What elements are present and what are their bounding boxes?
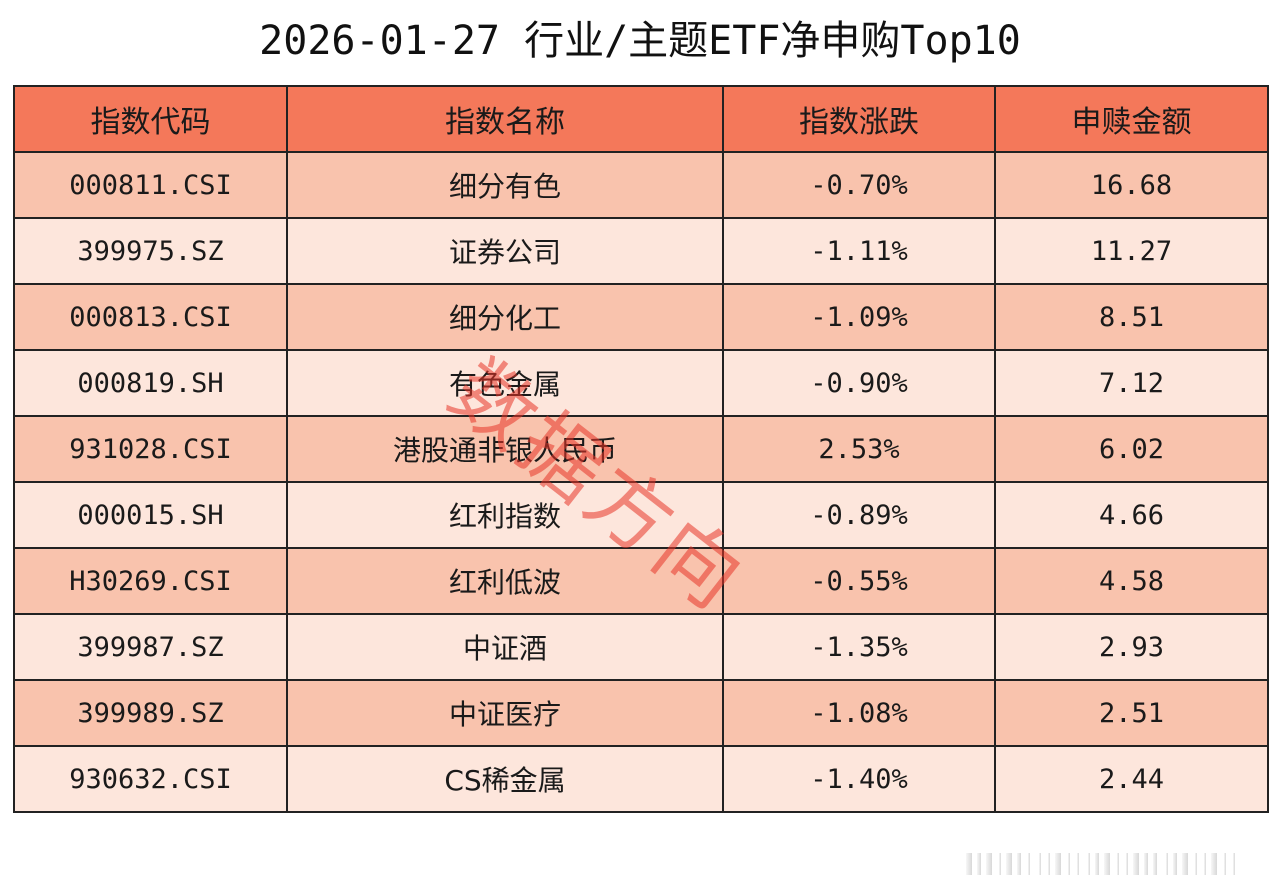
barcode-bar [1088, 853, 1090, 875]
barcode-bar [1153, 853, 1157, 875]
index-change-cell: 2.53% [722, 415, 996, 483]
barcode-bar [1233, 853, 1235, 875]
amount-cell: 16.68 [994, 151, 1269, 219]
table-row: 000813.CSI 细分化工 -1.09% 8.51 [13, 283, 1269, 351]
index-code-cell: 000819.SH [13, 349, 288, 417]
amount-cell: 4.58 [994, 547, 1269, 615]
index-code-cell: 931028.CSI [13, 415, 288, 483]
barcode-bar [977, 853, 981, 875]
index-change-cell: -1.11% [722, 217, 996, 285]
barcode-bar [1095, 853, 1099, 875]
table-row: 000015.SH 红利指数 -0.89% 4.66 [13, 481, 1269, 549]
table-row: 399987.SZ 中证酒 -1.35% 2.93 [13, 613, 1269, 681]
barcode-bar [1204, 853, 1206, 875]
index-code-cell: 399975.SZ [13, 217, 288, 285]
index-name-cell: CS稀金属 [286, 745, 724, 813]
barcode-bar [999, 853, 1001, 875]
table-row: 000811.CSI 细分有色 -0.70% 16.68 [13, 151, 1269, 219]
table-row: 000819.SH 有色金属 -0.90% 7.12 [13, 349, 1269, 417]
amount-cell: 4.66 [994, 481, 1269, 549]
index-change-cell: -0.89% [722, 481, 996, 549]
amount-cell: 2.51 [994, 679, 1269, 747]
index-name-cell: 细分化工 [286, 283, 724, 351]
barcode-bar [1211, 853, 1217, 875]
barcode-bar [1126, 853, 1128, 875]
index-code-cell: 000811.CSI [13, 151, 288, 219]
index-name-cell: 证券公司 [286, 217, 724, 285]
column-header: 指数涨跌 [722, 85, 996, 153]
barcode-bar [1017, 853, 1021, 875]
barcode-bar [1028, 853, 1030, 875]
barcode-bar [966, 853, 972, 875]
amount-cell: 11.27 [994, 217, 1269, 285]
table-row: 930632.CSI CS稀金属 -1.40% 2.44 [13, 745, 1269, 813]
barcode-bar [1068, 853, 1070, 875]
index-change-cell: -0.55% [722, 547, 996, 615]
index-change-cell: -0.90% [722, 349, 996, 417]
amount-cell: 8.51 [994, 283, 1269, 351]
index-name-cell: 中证酒 [286, 613, 724, 681]
barcode-bar [1173, 853, 1177, 875]
barcode-bar [1224, 853, 1226, 875]
index-name-cell: 红利指数 [286, 481, 724, 549]
etf-table: 指数代码 指数名称 指数涨跌 申赎金额 000811.CSI 细分有色 -0.70%… [13, 85, 1269, 813]
column-header: 申赎金额 [994, 85, 1269, 153]
column-header: 指数名称 [286, 85, 724, 153]
barcode-bar [1144, 853, 1148, 875]
barcode-bar [1048, 853, 1050, 875]
index-change-cell: -0.70% [722, 151, 996, 219]
barcode-bar [1182, 853, 1188, 875]
index-code-cell: 000015.SH [13, 481, 288, 549]
index-name-cell: 有色金属 [286, 349, 724, 417]
index-change-cell: -1.09% [722, 283, 996, 351]
barcode-bar [1117, 853, 1119, 875]
table-row: 399975.SZ 证券公司 -1.11% 11.27 [13, 217, 1269, 285]
index-code-cell: H30269.CSI [13, 547, 288, 615]
barcode-footer [966, 853, 1235, 875]
index-name-cell: 中证医疗 [286, 679, 724, 747]
barcode-bar [1133, 853, 1139, 875]
barcode-bar [1104, 853, 1110, 875]
table-row: 931028.CSI 港股通非银人民币 2.53% 6.02 [13, 415, 1269, 483]
barcode-bar [1006, 853, 1012, 875]
amount-cell: 2.44 [994, 745, 1269, 813]
page-title: 2026-01-27 行业/主题ETF净申购Top10 [259, 18, 1021, 64]
amount-cell: 2.93 [994, 613, 1269, 681]
index-change-cell: -1.08% [722, 679, 996, 747]
index-name-cell: 港股通非银人民币 [286, 415, 724, 483]
amount-cell: 7.12 [994, 349, 1269, 417]
barcode-bar [1195, 853, 1197, 875]
column-header: 指数代码 [13, 85, 288, 153]
index-code-cell: 399987.SZ [13, 613, 288, 681]
index-code-cell: 000813.CSI [13, 283, 288, 351]
index-name-cell: 红利低波 [286, 547, 724, 615]
barcode-bar [1166, 853, 1168, 875]
barcode-bar [986, 853, 992, 875]
index-code-cell: 930632.CSI [13, 745, 288, 813]
barcode-bar [1055, 853, 1061, 875]
index-code-cell: 399989.SZ [13, 679, 288, 747]
table-header-row: 指数代码 指数名称 指数涨跌 申赎金额 [13, 85, 1269, 153]
index-change-cell: -1.40% [722, 745, 996, 813]
table-row: H30269.CSI 红利低波 -0.55% 4.58 [13, 547, 1269, 615]
table-row: 399989.SZ 中证医疗 -1.08% 2.51 [13, 679, 1269, 747]
index-name-cell: 细分有色 [286, 151, 724, 219]
barcode-bar [1077, 853, 1079, 875]
barcode-bar [1039, 853, 1041, 875]
amount-cell: 6.02 [994, 415, 1269, 483]
index-change-cell: -1.35% [722, 613, 996, 681]
